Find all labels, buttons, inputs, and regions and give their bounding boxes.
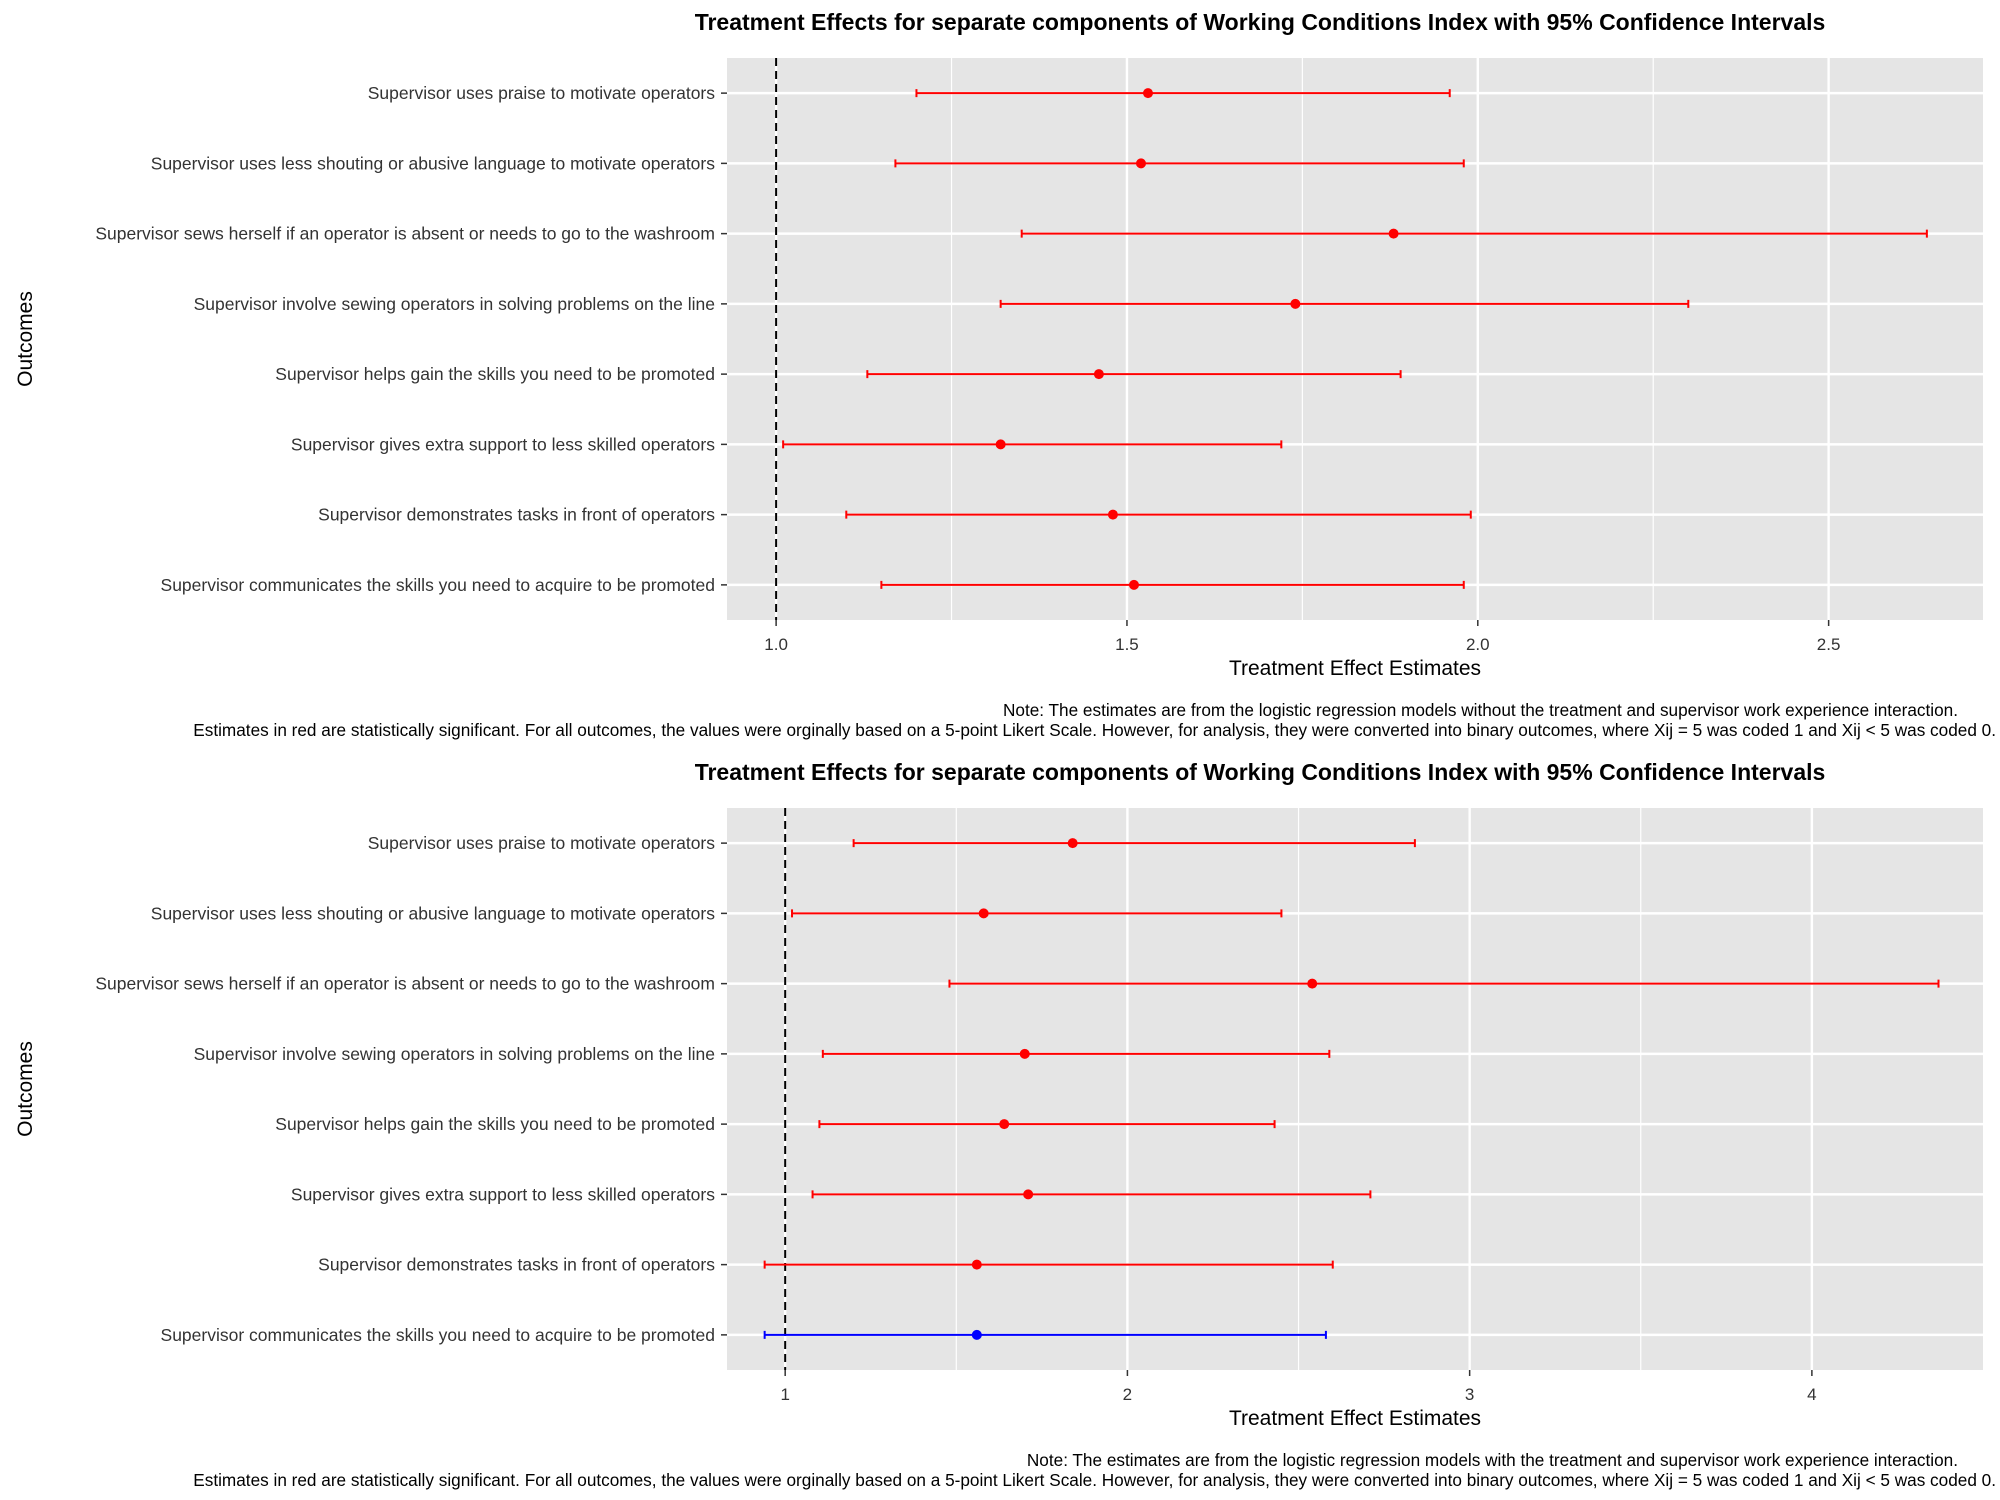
estimate-point [995, 439, 1006, 450]
y-tick-label: Supervisor communicates the skills you n… [161, 1325, 715, 1345]
y-tick-label: Supervisor involve sewing operators in s… [194, 1044, 715, 1064]
note-line-2: Estimates in red are statistically signi… [193, 720, 1996, 740]
error-bar-row [852, 838, 1416, 849]
estimate-point [978, 908, 989, 919]
x-axis-title: Treatment Effect Estimates [1229, 657, 1481, 680]
plot-background [727, 808, 1983, 1370]
y-tick-label: Supervisor uses praise to motivate opera… [368, 83, 715, 103]
x-tick-label: 2.0 [1466, 635, 1490, 654]
error-bar-row [818, 1119, 1276, 1130]
chart-panel-without-interaction: Treatment Effects for separate component… [14, 9, 1996, 740]
y-tick-label: Supervisor uses less shouting or abusive… [151, 903, 715, 923]
x-tick-label: 1.5 [1115, 635, 1139, 654]
x-tick-label: 4 [1807, 1385, 1816, 1404]
y-tick-label: Supervisor helps gain the skills you nee… [275, 364, 715, 384]
estimate-point [1067, 838, 1078, 849]
y-axis-title: Outcomes [14, 1041, 37, 1137]
y-tick-label: Supervisor uses less shouting or abusive… [151, 153, 715, 173]
estimate-point [1019, 1048, 1030, 1059]
estimate-point [1388, 228, 1399, 239]
error-bar-row [999, 298, 1690, 309]
x-tick-label: 1 [780, 1385, 789, 1404]
x-tick-label: 2.5 [1817, 635, 1841, 654]
y-tick-label: Supervisor sews herself if an operator i… [95, 974, 715, 994]
error-bar-row [880, 579, 1465, 590]
error-bar-row [763, 1329, 1327, 1340]
error-bar-row [1020, 228, 1928, 239]
error-bar-row [894, 158, 1465, 169]
x-tick-label: 1.0 [764, 635, 788, 654]
error-bar-row [763, 1259, 1334, 1270]
estimate-point [999, 1119, 1010, 1130]
y-tick-label: Supervisor demonstrates tasks in front o… [318, 1255, 715, 1275]
y-tick-label: Supervisor gives extra support to less s… [291, 434, 715, 454]
x-tick-label: 3 [1465, 1385, 1474, 1404]
note-line-1: Note: The estimates are from the logisti… [1003, 700, 1958, 720]
chart-svg-1: Treatment Effects for separate component… [14, 759, 1983, 1430]
y-tick-label: Supervisor communicates the skills you n… [161, 575, 715, 595]
y-tick-label: Supervisor helps gain the skills you nee… [275, 1114, 715, 1134]
note-line-1: Note: The estimates are from the logisti… [1026, 1450, 1958, 1470]
x-tick-label: 2 [1123, 1385, 1132, 1404]
error-bar-row [811, 1189, 1372, 1200]
y-tick-label: Supervisor demonstrates tasks in front o… [318, 505, 715, 525]
y-tick-label: Supervisor involve sewing operators in s… [194, 294, 715, 314]
chart-title: Treatment Effects for separate component… [695, 759, 1826, 785]
estimate-point [1107, 509, 1118, 520]
error-bar-row [791, 908, 1283, 919]
y-tick-label: Supervisor sews herself if an operator i… [95, 224, 715, 244]
chart-panel-with-interaction: Treatment Effects for separate component… [0, 750, 2000, 1500]
estimate-point [1143, 88, 1154, 99]
y-tick-label: Supervisor uses praise to motivate opera… [368, 833, 715, 853]
error-bar-row [948, 978, 1940, 989]
estimate-point [1307, 978, 1318, 989]
chart-title: Treatment Effects for separate component… [695, 9, 1826, 35]
error-bar-row [866, 369, 1402, 380]
plot-background [727, 58, 1983, 620]
estimate-point [1135, 158, 1146, 169]
error-bar-row [821, 1048, 1331, 1059]
error-bar-row [782, 439, 1283, 450]
y-tick-label: Supervisor gives extra support to less s… [291, 1184, 715, 1204]
estimate-point [1290, 298, 1301, 309]
chart-svg-0: Treatment Effects for separate component… [14, 9, 1983, 680]
note-line-2: Estimates in red are statistically signi… [193, 1470, 1996, 1490]
estimate-point [1128, 579, 1139, 590]
y-axis-title: Outcomes [14, 291, 37, 387]
estimate-point [971, 1259, 982, 1270]
error-bar-row [915, 88, 1451, 99]
estimate-point [971, 1329, 982, 1340]
x-axis-title: Treatment Effect Estimates [1229, 1407, 1481, 1430]
estimate-point [1093, 369, 1104, 380]
error-bar-row [845, 509, 1472, 520]
estimate-point [1023, 1189, 1034, 1200]
